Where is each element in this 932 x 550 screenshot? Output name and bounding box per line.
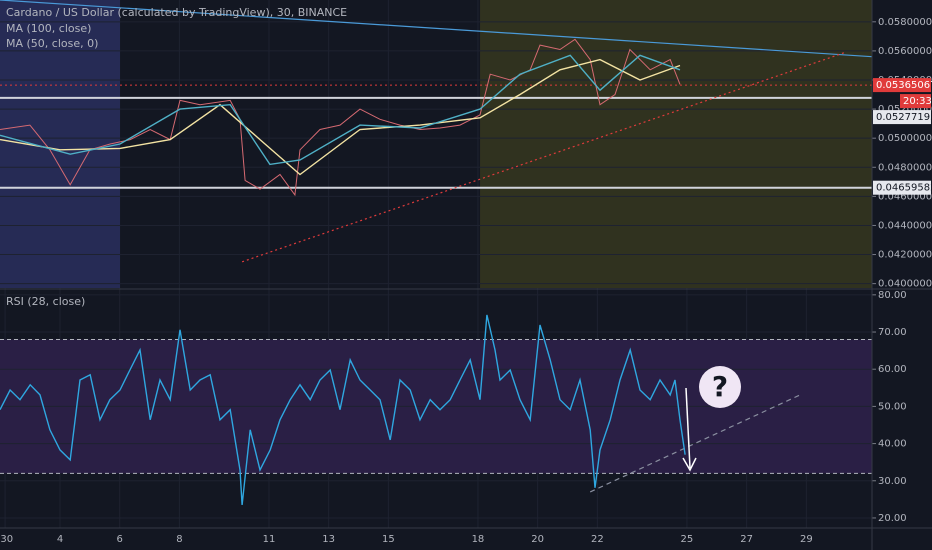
x-tick-label: 4 [57,534,63,545]
x-tick-label: 13 [322,534,335,545]
price-label: 0.05365067 [876,80,932,91]
legend-entry: MA (50, close, 0) [6,37,98,50]
x-tick-label: 11 [263,534,276,545]
question-badge [699,366,741,408]
y-tick-label: 30.00 [878,476,907,487]
rsi-title: RSI (28, close) [6,295,85,308]
x-tick-label: 27 [740,534,753,545]
series-line [0,314,686,505]
trendline [241,51,846,263]
y-tick-label: 50.00 [878,401,907,412]
y-tick-label: 40.00 [878,439,907,450]
x-tick-label: 22 [591,534,604,545]
trendline [0,0,873,58]
series-line [0,58,681,176]
y-tick-label: 70.00 [878,327,907,338]
trendline [589,394,801,493]
x-tick-label: 20 [531,534,544,545]
time-range [0,0,121,288]
annotation: ? [712,370,728,403]
price-label-box [873,180,931,195]
x-tick-label: 18 [472,534,485,545]
arrow [685,387,691,469]
countdown-box [900,94,931,109]
price-label-box [873,110,931,125]
legend-entry: MA (100, close) [6,22,91,35]
y-tick-label: 60.00 [878,364,907,375]
arrow-head [682,457,697,472]
chart-title: Cardano / US Dollar (calculated by Tradi… [6,6,347,19]
countdown: 20:33 [903,96,932,107]
y-tick-label: 20.00 [878,513,907,524]
x-tick-label: 6 [117,534,123,545]
time-range [480,0,872,288]
series-line [0,38,681,197]
y-tick-label: 80.00 [878,290,907,301]
x-tick-label: 29 [800,534,813,545]
price-label: 0.04659582 [876,183,932,194]
x-tick-label: 8 [176,534,182,545]
price-label: 0.05277193 [876,112,932,123]
x-tick-label: 15 [382,534,395,545]
x-tick-label: 25 [681,534,694,545]
price-label-box [873,78,931,93]
series-line [0,54,681,166]
x-tick-label: :30 [0,534,13,545]
